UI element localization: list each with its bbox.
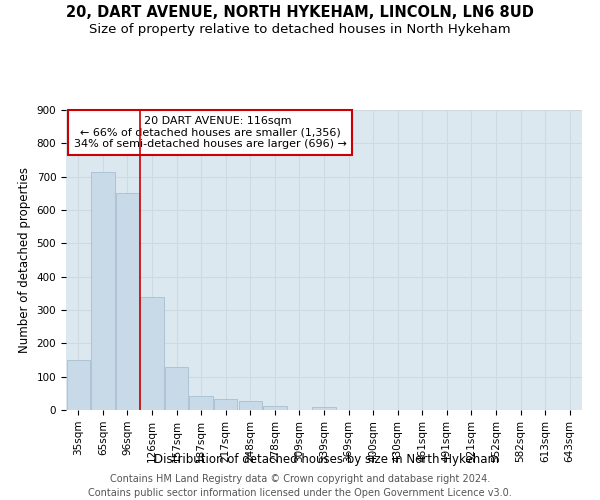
Bar xyxy=(140,296,164,410)
Text: Size of property relative to detached houses in North Hykeham: Size of property relative to detached ho… xyxy=(89,22,511,36)
Bar xyxy=(116,192,139,410)
Text: 20 DART AVENUE: 116sqm
← 66% of detached houses are smaller (1,356)
34% of semi-: 20 DART AVENUE: 116sqm ← 66% of detached… xyxy=(74,116,347,149)
Bar xyxy=(67,360,90,410)
Bar xyxy=(190,396,213,410)
Text: 20, DART AVENUE, NORTH HYKEHAM, LINCOLN, LN6 8UD: 20, DART AVENUE, NORTH HYKEHAM, LINCOLN,… xyxy=(66,5,534,20)
Bar xyxy=(165,368,188,410)
Y-axis label: Number of detached properties: Number of detached properties xyxy=(18,167,31,353)
Text: Contains HM Land Registry data © Crown copyright and database right 2024.
Contai: Contains HM Land Registry data © Crown c… xyxy=(88,474,512,498)
Bar xyxy=(214,398,238,410)
Bar xyxy=(313,406,335,410)
Bar xyxy=(263,406,287,410)
Bar xyxy=(91,172,115,410)
Bar xyxy=(239,402,262,410)
Text: Distribution of detached houses by size in North Hykeham: Distribution of detached houses by size … xyxy=(155,452,499,466)
